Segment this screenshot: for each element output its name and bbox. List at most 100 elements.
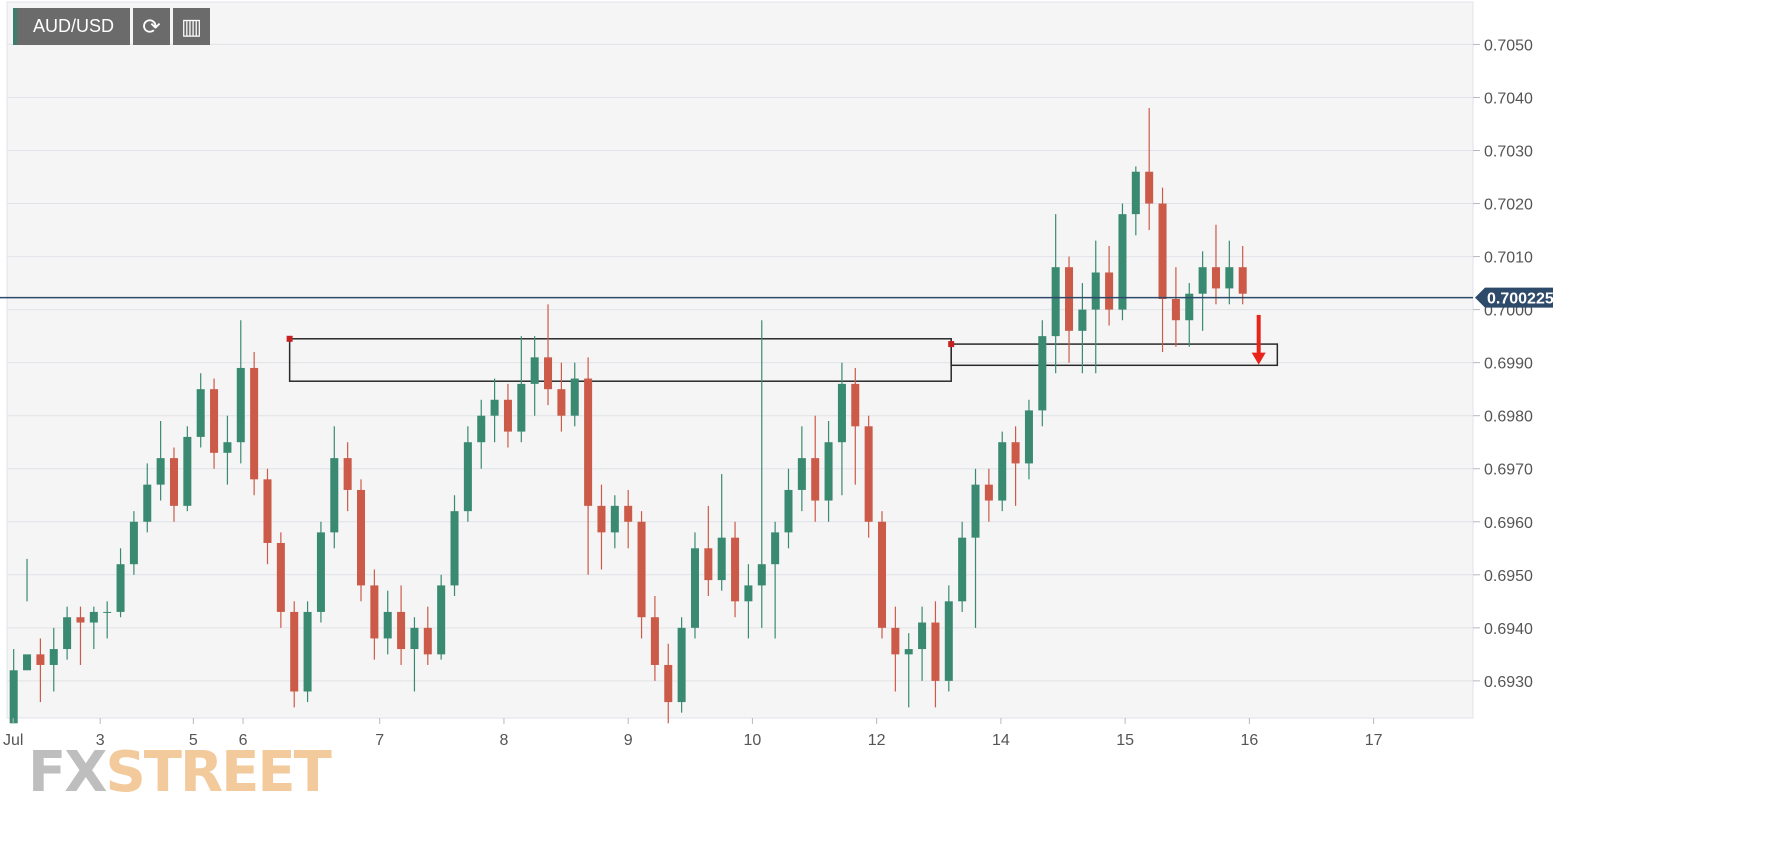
candle-body xyxy=(744,585,753,602)
candle-body xyxy=(1011,442,1020,464)
chart-toolbar: AUD/USD ⟳ ▥ xyxy=(13,8,211,45)
candle-body xyxy=(9,670,18,724)
x-tick-label: 17 xyxy=(1365,732,1383,749)
candle-body xyxy=(1051,267,1060,337)
x-tick-label: 12 xyxy=(868,732,886,749)
candle-body xyxy=(89,611,98,623)
candle-body xyxy=(784,489,793,533)
last-price-marker: 0.700225 xyxy=(0,287,1554,308)
candle-body xyxy=(891,627,900,655)
candle-body xyxy=(236,367,245,443)
candle-body xyxy=(797,458,806,490)
candles xyxy=(9,108,1247,724)
candle-body xyxy=(584,378,593,506)
candle-body xyxy=(1038,336,1047,411)
candle-body xyxy=(717,537,726,581)
candle-body xyxy=(597,505,606,533)
y-tick-label: 0.6990 xyxy=(1484,356,1533,373)
candle-body xyxy=(864,426,873,522)
candle-body xyxy=(503,399,512,432)
candle-body xyxy=(23,654,32,671)
x-tick-label: 8 xyxy=(499,732,508,749)
candle-body xyxy=(490,399,499,416)
candle-body xyxy=(1238,267,1247,294)
candle-body xyxy=(931,622,940,681)
candle-body xyxy=(63,617,72,650)
candle-body xyxy=(557,389,566,416)
candle-body xyxy=(837,383,846,443)
candle-body xyxy=(370,585,379,639)
grid-lines xyxy=(7,43,1473,682)
candle-body xyxy=(450,511,459,586)
candle-body xyxy=(477,415,486,443)
candle-body xyxy=(263,479,272,543)
y-tick-label: 0.7010 xyxy=(1484,250,1533,267)
x-tick-label: 10 xyxy=(744,732,762,749)
candle-body xyxy=(1091,272,1100,310)
candle-body xyxy=(1145,171,1154,204)
candle-body xyxy=(1065,267,1074,331)
y-tick-label: 0.6940 xyxy=(1484,621,1533,638)
x-tick-label: 15 xyxy=(1116,732,1134,749)
candle-body xyxy=(76,617,85,623)
candle-body xyxy=(276,542,285,612)
candle-body xyxy=(530,357,539,384)
x-tick-label: 14 xyxy=(992,732,1010,749)
candle-body xyxy=(1198,267,1207,294)
candle-body xyxy=(316,532,325,612)
refresh-icon[interactable]: ⟳ xyxy=(133,8,171,45)
y-tick-label: 0.6960 xyxy=(1484,515,1533,532)
candle-body xyxy=(958,537,967,602)
candle-body xyxy=(664,664,673,703)
candle-body xyxy=(971,484,980,538)
x-tick-label: 9 xyxy=(624,732,633,749)
x-tick-label: 6 xyxy=(239,732,248,749)
candle-body xyxy=(103,611,112,613)
candle-body xyxy=(904,649,913,655)
candle-body xyxy=(570,378,579,416)
x-tick-label: 5 xyxy=(189,732,198,749)
anchor-point xyxy=(286,335,293,342)
candle-body xyxy=(116,564,125,612)
y-tick-label: 0.6930 xyxy=(1484,674,1533,691)
symbol-button[interactable]: AUD/USD xyxy=(13,8,131,45)
candle-body xyxy=(357,489,366,586)
resistance-zone-rect xyxy=(950,343,1279,367)
candle-body xyxy=(1131,171,1140,215)
candle-body xyxy=(998,442,1007,501)
candle-body xyxy=(49,649,58,665)
x-tick-label: 3 xyxy=(96,732,105,749)
candle-body xyxy=(437,585,446,655)
drawing-layer xyxy=(286,314,1279,382)
candle-body xyxy=(610,505,619,533)
candle-body xyxy=(1158,203,1167,300)
y-axis: 0.70500.70400.70300.70200.70100.70000.69… xyxy=(1473,37,1533,691)
candle-body xyxy=(1185,293,1194,321)
candle-body xyxy=(811,458,820,501)
candle-body xyxy=(210,389,219,453)
candle-body xyxy=(343,458,352,490)
candle-body xyxy=(463,442,472,512)
candle-body xyxy=(1024,410,1033,464)
candle-body xyxy=(156,458,165,485)
chart-type-icon[interactable]: ▥ xyxy=(173,8,211,45)
candle-body xyxy=(851,383,860,427)
candle-body xyxy=(637,521,646,618)
candle-body xyxy=(423,627,432,655)
plot-area xyxy=(6,1,1474,719)
candle-body xyxy=(397,611,406,650)
candle-body xyxy=(731,537,740,602)
candle-body xyxy=(544,357,553,390)
y-tick-label: 0.6950 xyxy=(1484,568,1533,585)
last-price-label: 0.700225 xyxy=(1487,291,1554,308)
down-arrow-icon xyxy=(1251,352,1266,365)
candle-body xyxy=(410,627,419,650)
y-tick-label: 0.7050 xyxy=(1484,37,1533,54)
candle-body xyxy=(877,521,887,628)
candle-body xyxy=(1118,214,1127,310)
x-tick-label: Jul xyxy=(3,732,23,749)
candle-body xyxy=(1078,309,1087,331)
candle-body xyxy=(1211,267,1220,289)
candle-body xyxy=(650,617,659,665)
y-tick-label: 0.7040 xyxy=(1484,90,1533,107)
